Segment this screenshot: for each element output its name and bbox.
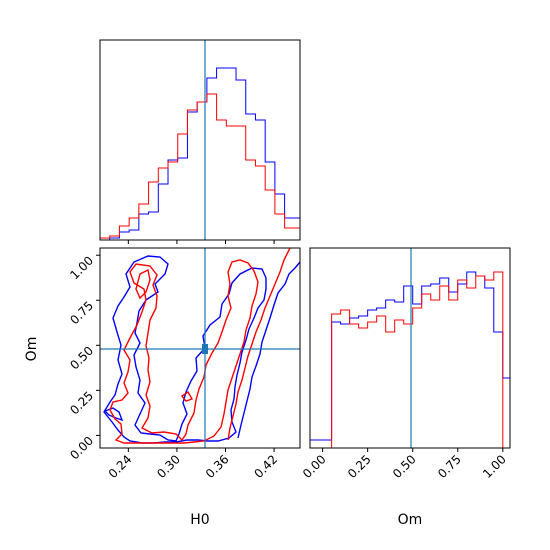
hist-Om-x-tick-label: 1.00 xyxy=(480,452,509,481)
hist-H0-red-step xyxy=(99,93,301,240)
contour-y-label: Om xyxy=(24,337,40,362)
hist-Om-red-series xyxy=(310,271,510,449)
contour-y-tick-label: 0.00 xyxy=(67,434,96,463)
contour-x-tick-label: 0.42 xyxy=(251,452,280,481)
contour-y-ticks: 0.00 0.25 0.50 0.75 1.00 xyxy=(67,253,100,462)
contour-red xyxy=(109,247,291,444)
contour-blue-inner-left xyxy=(103,407,124,422)
contour-red-inner-left xyxy=(135,268,151,300)
hist-H0-panel xyxy=(99,39,301,244)
contour-red-inner-right xyxy=(180,391,194,402)
hist-Om-x-tick-label: 0.75 xyxy=(435,452,464,481)
contour-blue xyxy=(103,255,301,444)
hist-H0-frame xyxy=(99,39,301,241)
contour-y-tick-label: 0.25 xyxy=(67,389,96,418)
contour-y-tick-label: 0.50 xyxy=(67,344,96,373)
contour-y-tick-label: 0.75 xyxy=(67,298,96,327)
contour-red-outer-right xyxy=(227,247,291,441)
contour-panel: 0.24 0.30 0.36 0.42 0.00 0.25 0.50 0.75 1.00 H0… xyxy=(24,247,301,528)
contour-x-ticks: 0.24 0.30 0.36 0.42 xyxy=(106,448,280,481)
hist-Om-x-tick-label: 0.25 xyxy=(345,452,374,481)
hist-Om-blue-series xyxy=(309,271,511,448)
contour-frame xyxy=(99,247,301,449)
hist-Om-x-label: Om xyxy=(398,512,423,528)
contour-y-tick-label: 1.00 xyxy=(67,253,96,282)
contour-x-tick-label: 0.36 xyxy=(203,452,232,481)
hist-H0-blue-step xyxy=(100,67,301,241)
contour-blue-outer-right xyxy=(237,261,301,439)
contour-x-tick-label: 0.24 xyxy=(106,452,135,481)
hist-Om-x-ticks: 0.00 0.25 0.50 0.75 1.00 xyxy=(300,448,509,481)
hist-Om-red-step xyxy=(310,271,510,449)
contour-blue-outer-left xyxy=(103,255,267,444)
contour-x-label: H0 xyxy=(190,512,209,528)
hist-H0-red-series xyxy=(99,93,301,240)
hist-Om-blue-step xyxy=(309,271,511,448)
hist-H0-ticks xyxy=(127,240,275,244)
hist-Om-panel: 0.00 0.25 0.50 0.75 1.00 Om xyxy=(300,247,511,528)
hist-H0-blue-series xyxy=(100,67,301,241)
contour-x-tick-label: 0.30 xyxy=(154,452,183,481)
contour-red-outer xyxy=(109,259,259,444)
hist-Om-frame xyxy=(309,247,511,449)
hist-Om-x-tick-label: 0.00 xyxy=(300,452,329,481)
hist-Om-x-tick-label: 0.50 xyxy=(390,452,419,481)
